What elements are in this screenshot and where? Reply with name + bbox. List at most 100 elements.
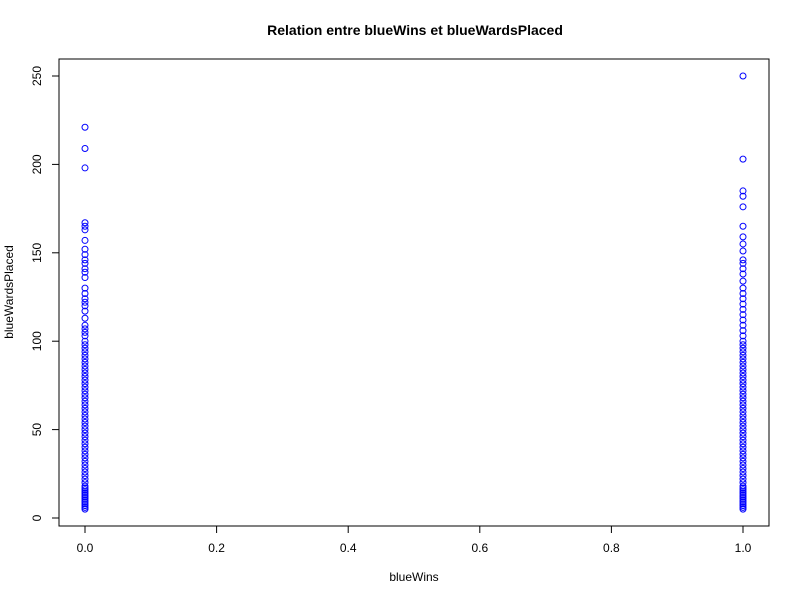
data-point <box>739 397 747 405</box>
data-point <box>739 394 747 402</box>
x-tick-label: 0.4 <box>340 541 357 555</box>
x-tick-label: 0.2 <box>208 541 225 555</box>
data-point <box>739 440 747 448</box>
data-point <box>739 404 747 412</box>
x-axis: 0.0 0.2 0.4 0.6 0.8 1.0 <box>77 525 752 555</box>
data-point <box>739 475 747 483</box>
data-point <box>739 387 747 395</box>
data-point <box>81 447 89 455</box>
y-tick-label: 50 <box>30 423 44 437</box>
data-point <box>81 307 89 315</box>
data-point <box>739 358 747 366</box>
data-point <box>81 289 89 297</box>
y-tick-label: 150 <box>30 242 44 262</box>
data-point <box>81 256 89 264</box>
data-point <box>739 259 747 267</box>
data-point <box>739 426 747 434</box>
data-point <box>739 222 747 230</box>
data-point <box>739 355 747 363</box>
data-point <box>81 325 89 333</box>
data-point <box>81 411 89 419</box>
data-point <box>81 397 89 405</box>
data-point <box>81 344 89 352</box>
data-point <box>81 251 89 259</box>
data-point <box>739 72 747 80</box>
data-point <box>81 365 89 373</box>
x-tick-label: 0.6 <box>471 541 488 555</box>
data-point <box>81 341 89 349</box>
chart-title: Relation entre blueWins et blueWardsPlac… <box>267 22 563 38</box>
data-point <box>81 422 89 430</box>
x-tick-label: 1.0 <box>735 541 752 555</box>
data-point <box>81 404 89 412</box>
data-point <box>739 454 747 462</box>
y-tick-label: 200 <box>30 154 44 174</box>
data-point <box>739 155 747 163</box>
data-point <box>739 265 747 273</box>
data-point <box>81 362 89 370</box>
data-point <box>81 328 89 336</box>
data-point <box>81 415 89 423</box>
data-point <box>739 411 747 419</box>
data-point <box>81 164 89 172</box>
data-point <box>739 284 747 292</box>
data-point <box>81 457 89 465</box>
data-point <box>739 376 747 384</box>
data-point <box>739 341 747 349</box>
data-point <box>739 300 747 308</box>
data-point <box>81 479 89 487</box>
data-point <box>81 369 89 377</box>
plot-frame <box>58 58 770 527</box>
x-tick-label: 0.0 <box>77 541 94 555</box>
data-point <box>739 415 747 423</box>
data-point <box>81 302 89 310</box>
data-point <box>739 362 747 370</box>
data-point <box>739 187 747 195</box>
y-tick-label: 0 <box>30 514 44 521</box>
data-point <box>739 321 747 329</box>
data-point <box>739 344 747 352</box>
data-point <box>739 295 747 303</box>
data-point <box>739 247 747 255</box>
data-point <box>81 475 89 483</box>
data-point <box>739 433 747 441</box>
data-point <box>739 192 747 200</box>
data-point <box>739 277 747 285</box>
data-point <box>81 373 89 381</box>
data-point <box>81 461 89 469</box>
data-point <box>81 387 89 395</box>
y-axis-label: blueWardsPlaced <box>2 245 16 339</box>
data-point <box>81 390 89 398</box>
data-point <box>81 351 89 359</box>
data-point <box>739 337 747 345</box>
data-point <box>739 429 747 437</box>
data-point <box>81 380 89 388</box>
data-point <box>739 401 747 409</box>
data-point <box>81 394 89 402</box>
data-point <box>81 436 89 444</box>
data-point <box>81 429 89 437</box>
data-point <box>739 270 747 278</box>
data-point <box>81 355 89 363</box>
data-point <box>81 468 89 476</box>
data-point <box>81 443 89 451</box>
data-point <box>81 274 89 282</box>
data-point <box>81 337 89 345</box>
data-point <box>739 464 747 472</box>
data-point <box>739 468 747 476</box>
data-point <box>739 505 747 513</box>
data-point <box>739 408 747 416</box>
data-point <box>739 472 747 480</box>
data-point <box>739 369 747 377</box>
data-point <box>739 479 747 487</box>
data-point <box>739 461 747 469</box>
data-point <box>81 245 89 253</box>
data-points <box>81 72 747 513</box>
data-point <box>81 464 89 472</box>
y-tick-label: 250 <box>30 66 44 86</box>
data-point <box>81 401 89 409</box>
data-point <box>739 365 747 373</box>
data-point <box>739 450 747 458</box>
data-point <box>739 380 747 388</box>
